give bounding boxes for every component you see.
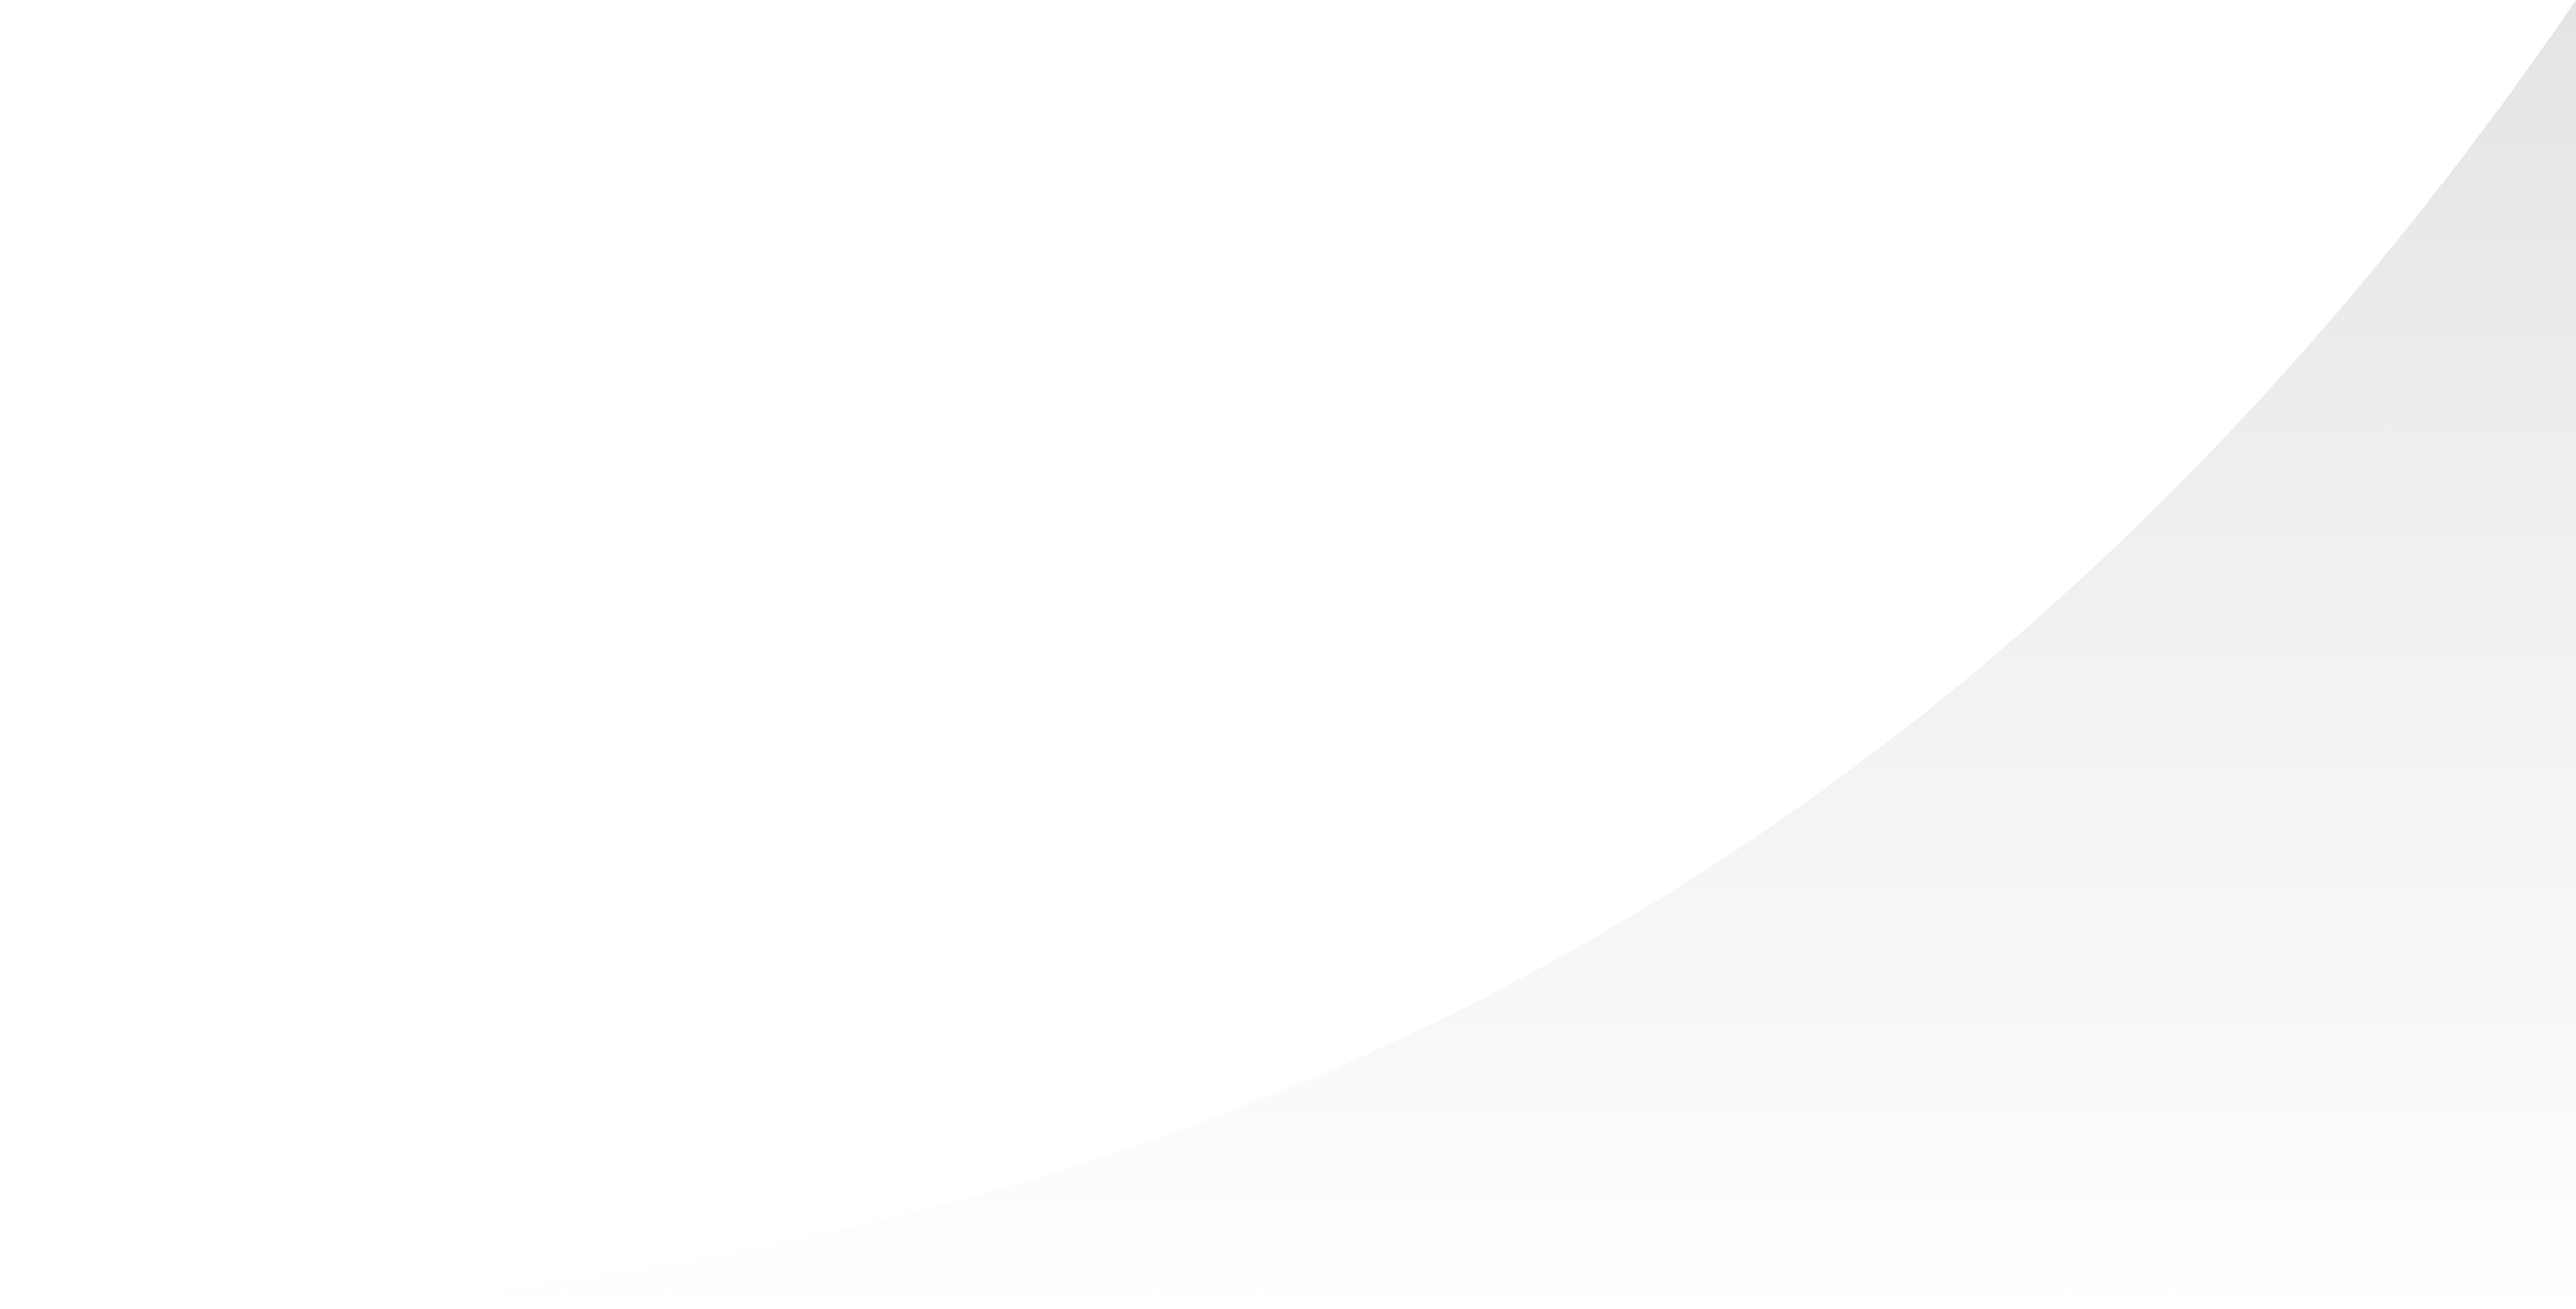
gray-gradient-region bbox=[255, 0, 2576, 1309]
